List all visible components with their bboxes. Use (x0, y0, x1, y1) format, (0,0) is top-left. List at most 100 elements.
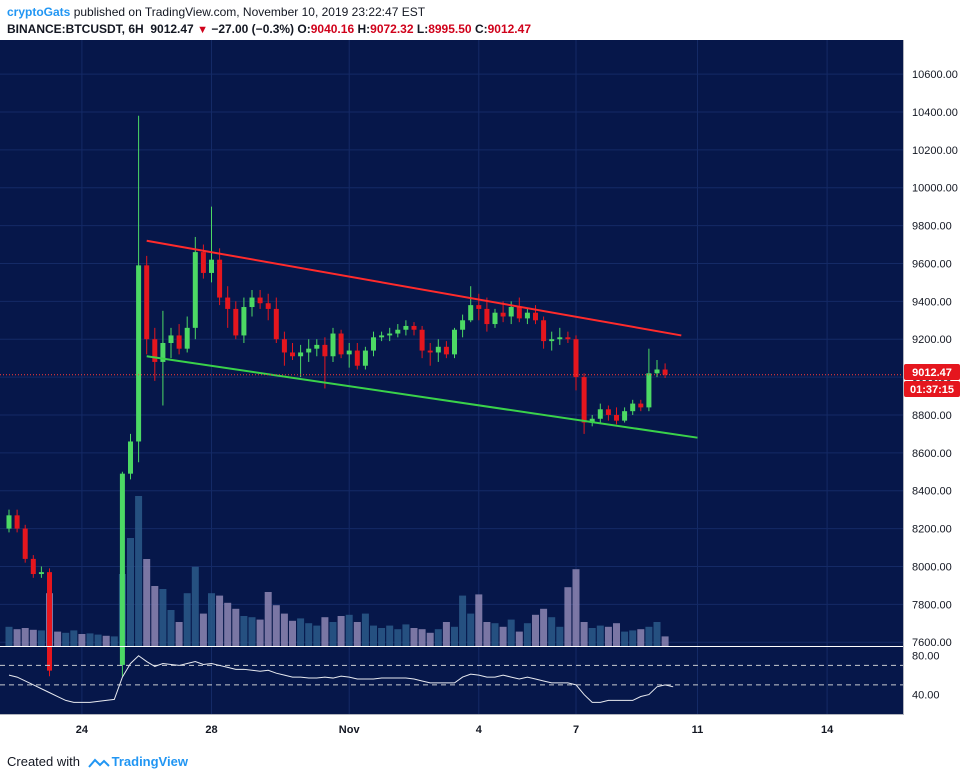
symbol-label: BINANCE:BTCUSDT, 6H (7, 22, 144, 36)
candle-body (330, 333, 336, 357)
volume-bar (29, 629, 37, 646)
volume-bar (70, 630, 78, 646)
volume-bar (645, 626, 653, 646)
price-tick-label: 8200.00 (912, 524, 952, 536)
time-tick-label: 7 (573, 724, 579, 736)
candle-body (403, 325, 409, 330)
volume-bar (507, 619, 515, 646)
volume-bar (523, 623, 531, 646)
candle-body (192, 252, 198, 328)
candle-body (160, 343, 166, 362)
volume-bar (402, 624, 410, 646)
rsi-tick-label: 40.00 (912, 690, 940, 702)
volume-bar (483, 622, 491, 646)
candle-body (184, 327, 190, 349)
candle-body (322, 344, 328, 357)
volume-bar (264, 592, 272, 646)
volume-bar (289, 620, 296, 646)
volume-bar (596, 625, 604, 646)
volume-bar (110, 636, 118, 646)
candle-body (6, 515, 12, 529)
volume-bar (548, 617, 556, 646)
candle-body (508, 307, 514, 317)
candle-body (298, 352, 304, 357)
candle-body (500, 312, 506, 317)
volume-bar (491, 623, 499, 646)
axes: 10600.00 10400.00 10200.00 10000.00 9800.00 9… (76, 69, 958, 736)
candle-body (38, 572, 44, 575)
price-chart[interactable]: 10600.00 10400.00 10200.00 10000.00 9800.00 9… (0, 0, 972, 746)
low-value: 8995.50 (428, 22, 472, 36)
volume-bar (378, 628, 386, 646)
volume-bar (410, 628, 418, 646)
volume-bar (102, 635, 110, 646)
volume-bar (499, 626, 507, 646)
support-trendline (146, 355, 698, 439)
resistance-trendline (146, 239, 682, 337)
candle-body (565, 337, 571, 340)
candle-body (476, 305, 482, 309)
trendlines[interactable] (0, 239, 904, 439)
footer: Created with TradingView (0, 746, 972, 778)
candle-body (290, 352, 295, 357)
candle-body (427, 350, 433, 353)
last-price-tag (904, 364, 960, 380)
price-tick-label: 7600.00 (912, 637, 952, 649)
candle-body (638, 403, 644, 408)
candle-body (314, 344, 320, 349)
volume-bar (637, 629, 645, 646)
tradingview-logo-icon (87, 758, 110, 768)
candle-body (549, 339, 555, 342)
candle-body (371, 337, 376, 351)
volume-bar (361, 613, 369, 646)
volume-bar (588, 628, 596, 646)
volume-bar (386, 625, 394, 646)
rsi-line (8, 655, 674, 703)
candle-body (144, 265, 150, 340)
volume-bar (370, 625, 377, 646)
down-arrow-icon: ▼ (197, 24, 208, 36)
candle-body (646, 373, 652, 408)
candle-body (265, 303, 271, 309)
tradingview-brand[interactable]: TradingView (111, 754, 188, 769)
volume-bar (94, 634, 102, 646)
time-tick-label: 28 (205, 724, 217, 736)
published-text: published on TradingView.com, November 1… (73, 5, 426, 19)
price-tick-label: 8600.00 (912, 448, 952, 460)
candle-body (379, 335, 385, 338)
volume-bar (345, 614, 353, 646)
volume-bar (604, 626, 612, 646)
volume-bar (426, 632, 434, 646)
volume-bar (451, 626, 458, 646)
candle-body (460, 320, 466, 330)
volume-bar (13, 629, 21, 646)
time-tick-label: Nov (339, 724, 361, 736)
candle-body (452, 329, 457, 355)
candle-body (597, 409, 603, 419)
price-tags: 9012.47 01:37:15 (904, 364, 960, 397)
volume-bar (556, 626, 564, 646)
volume-bar (321, 617, 329, 646)
author-link[interactable]: cryptoGats (7, 5, 71, 19)
candle-body (533, 312, 538, 321)
volume-bar (78, 634, 86, 646)
high-label: H: (357, 22, 371, 36)
volume-bar (54, 631, 62, 646)
candle-body (419, 329, 425, 351)
volume-bar (515, 631, 523, 646)
candle-body (136, 265, 142, 442)
volume-bar (199, 613, 207, 646)
candle-body (281, 339, 287, 353)
volume-bar (418, 629, 426, 646)
candle-body (354, 350, 360, 366)
candle-body (338, 333, 344, 355)
candle-body (217, 259, 223, 298)
volume-bar (175, 622, 183, 646)
volume-bar (653, 622, 661, 646)
volume-bar (240, 616, 248, 646)
candle-body (435, 346, 441, 353)
candle-body (346, 350, 352, 355)
volume-bar (37, 630, 45, 646)
volume-bar (232, 608, 240, 646)
time-axis-background (0, 714, 972, 746)
